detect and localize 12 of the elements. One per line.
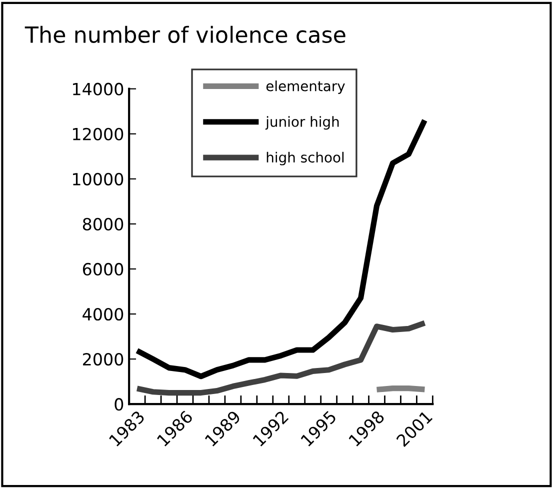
legend-label: junior high bbox=[265, 116, 339, 130]
y-tick-label: 8000 bbox=[82, 218, 124, 230]
y-tick-label: 14000 bbox=[73, 82, 124, 96]
y-tick-label: 0 bbox=[114, 398, 124, 411]
legend-label: elementary bbox=[266, 80, 345, 94]
y-tick-label: 2000 bbox=[83, 352, 124, 366]
y-tick-label: 10000 bbox=[73, 172, 124, 186]
chart-title: The number of violence case bbox=[24, 26, 346, 44]
y-tick-label: 6000 bbox=[82, 262, 124, 276]
y-tick-label: 4000 bbox=[82, 308, 124, 321]
legend-label: high school bbox=[266, 152, 344, 166]
y-tick-label: 12000 bbox=[73, 128, 124, 140]
